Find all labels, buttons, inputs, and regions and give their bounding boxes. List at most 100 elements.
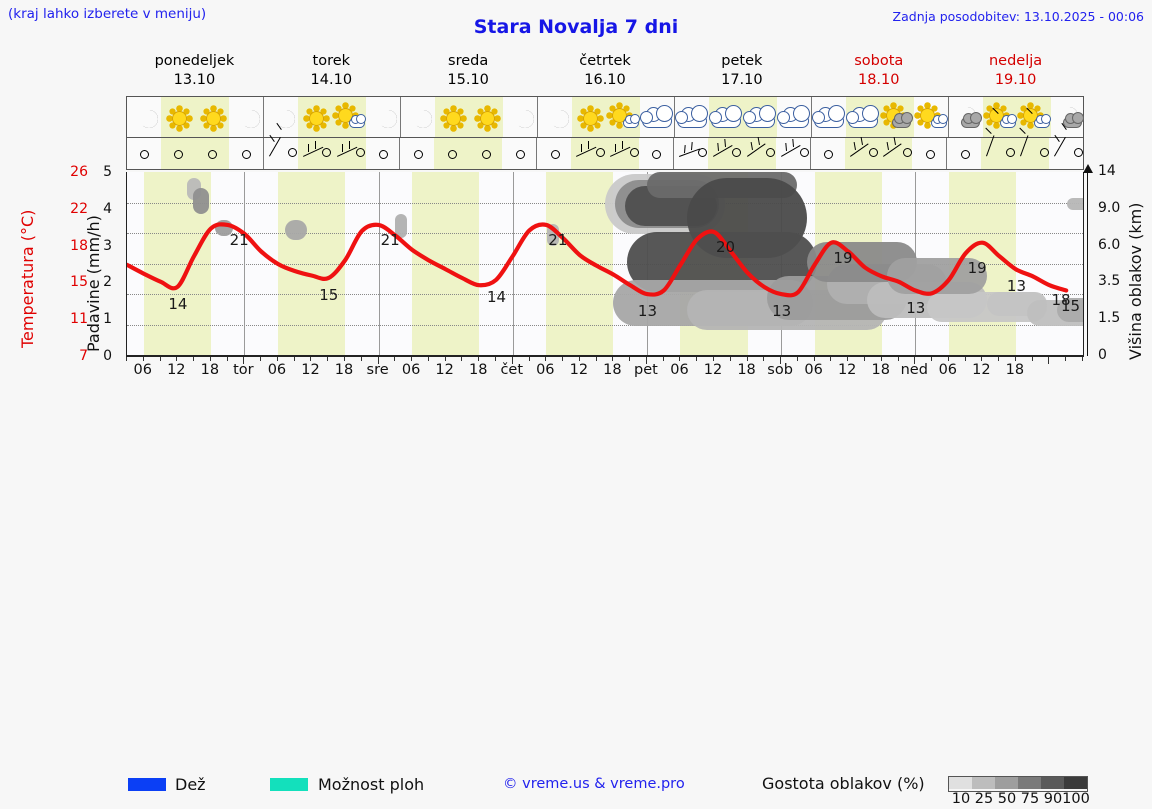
- x-axis-tick: [981, 357, 983, 361]
- x-axis-label: 12: [703, 362, 723, 378]
- overcast-icon: [709, 102, 743, 132]
- copyright-link[interactable]: © vreme.us & vreme.pro: [503, 776, 685, 792]
- day-date: 13.10: [173, 72, 216, 88]
- wind-barb-icon: [778, 138, 810, 164]
- legend-swatch-showers: [270, 778, 308, 791]
- x-axis-label: 12: [167, 362, 186, 378]
- weather-icon-cell: [435, 97, 469, 137]
- day-header-2: sreda 15.10: [400, 52, 537, 92]
- x-axis-tick: [193, 357, 195, 361]
- x-axis-tick: [545, 357, 547, 361]
- weather-icon-cell: [640, 97, 674, 137]
- x-axis-tick: [947, 357, 949, 361]
- day-date: 18.10: [857, 72, 900, 88]
- wind-barb-cell: [776, 138, 810, 169]
- y-axis-precipitation-ticks: 5 4 3 2 1 0: [94, 164, 114, 364]
- x-axis-tick: [880, 357, 882, 361]
- wind-barb-icon: [813, 144, 843, 164]
- wind-barb-cell: [811, 138, 845, 169]
- x-axis-label: ned: [900, 362, 928, 378]
- wind-barb-icon: [266, 122, 298, 164]
- y-axis-cloud-height-ticks: 14 9.0 6.0 3.5 1.5 0: [1098, 163, 1138, 363]
- weather-icon-cell: [264, 97, 298, 137]
- weather-icon-cell: [469, 97, 503, 137]
- axis-tick: 18: [70, 237, 88, 254]
- wind-barb-icon: [744, 136, 776, 164]
- wind-barb-cell: [741, 136, 776, 169]
- wind-barb-icon: [402, 144, 432, 164]
- x-axis-tick: [276, 357, 278, 361]
- wind-band-day-4: [674, 136, 811, 169]
- x-axis-tick: [1031, 357, 1033, 361]
- weather-icon-cell: [161, 97, 195, 137]
- x-axis-tick: [863, 357, 865, 361]
- cloud-density-tick: 10: [951, 791, 971, 807]
- axis-tick: 9.0: [1098, 199, 1121, 216]
- day-header-4: petek 17.10: [673, 52, 810, 92]
- x-axis-label: sob: [767, 362, 793, 378]
- moon-icon: [264, 102, 298, 132]
- x-axis-tick: [159, 357, 161, 361]
- weather-icon-cell: [777, 97, 811, 137]
- axis-tick: 11: [70, 311, 88, 328]
- wind-band-day-0: [127, 138, 264, 169]
- overcast-icon: [640, 102, 674, 132]
- x-axis-tick: [511, 357, 513, 364]
- x-axis-tick: [1082, 357, 1083, 361]
- chart-legend: Dež Možnost ploh © vreme.us & vreme.pro …: [0, 386, 1152, 807]
- wind-barb-icon: [710, 138, 742, 164]
- day-name: četrtek: [579, 53, 631, 69]
- weather-icon-cell: [1051, 97, 1085, 137]
- wind-barb-cell: [229, 138, 263, 169]
- temperature-point-label: 18: [1051, 291, 1071, 310]
- wind-barb-icon: [949, 144, 979, 164]
- wind-barb-cell: [331, 138, 366, 169]
- weather-icon-cell: [332, 97, 366, 137]
- x-axis-label: 18: [200, 362, 220, 378]
- x-axis-tick: [344, 357, 346, 361]
- cloud-density-region: [1057, 298, 1083, 322]
- cloud-density-swatch-1: [972, 777, 995, 789]
- wind-barb-cell: [264, 122, 298, 169]
- sun-cloud-icon: [332, 102, 366, 132]
- moon-icon: [366, 102, 400, 132]
- x-axis-label: 06: [267, 362, 287, 378]
- x-axis-labels: 06 12 18 tor 06 12 18 sre 06 12 18 čet 06 12 18 pet 06 12…: [126, 362, 1084, 382]
- cloud-density-swatch-3: [1018, 777, 1041, 789]
- x-axis-tick: [1065, 357, 1067, 361]
- x-axis-label: 12: [569, 362, 589, 378]
- forecast-plot-area: 14 21 15 21 14 21 13 20 13 19 13 19 13 18 15: [126, 172, 1084, 356]
- temperature-point-label: 15: [1061, 297, 1081, 315]
- x-axis-tick: [528, 357, 530, 361]
- y-axis-temperature-label: Temperatura (°C): [18, 209, 37, 348]
- wind-band-day-6: [947, 107, 1083, 169]
- horizontal-gridline: [127, 233, 1083, 234]
- x-axis-label: 18: [334, 362, 354, 378]
- wind-barb-icon: [334, 140, 366, 164]
- x-axis-tick: [998, 357, 1000, 361]
- day-header-3: četrtek 16.10: [537, 52, 674, 92]
- horizontal-gridline: [127, 263, 1083, 265]
- x-axis-tick: [142, 357, 144, 361]
- axis-tick: 22: [70, 200, 88, 217]
- temperature-point-label: 20: [716, 238, 736, 257]
- wind-barb-cell: [912, 138, 946, 169]
- wind-barb-cell: [639, 138, 673, 169]
- day-separator-gridline: [512, 172, 514, 355]
- day-header-5: sobota 18.10: [810, 52, 947, 92]
- x-axis-label: pet: [634, 362, 658, 378]
- legend-label-rain: Dež: [175, 775, 206, 794]
- sun-cloud-icon: [983, 102, 1017, 132]
- weather-icon-cell: [298, 97, 332, 137]
- x-axis-tick: [662, 357, 664, 361]
- horizontal-gridline: [127, 294, 1083, 295]
- x-axis-tick: [394, 357, 396, 361]
- x-axis-label: 18: [1005, 362, 1025, 378]
- axis-tick: 3.5: [1098, 273, 1121, 290]
- cloud-density-region: [887, 258, 987, 294]
- x-axis-label: 18: [468, 362, 488, 378]
- x-axis-tick: [461, 357, 463, 361]
- icon-band-day-6: [949, 97, 1085, 137]
- axis-tick: 7: [79, 348, 88, 364]
- temperature-point-label: 13: [1006, 277, 1026, 296]
